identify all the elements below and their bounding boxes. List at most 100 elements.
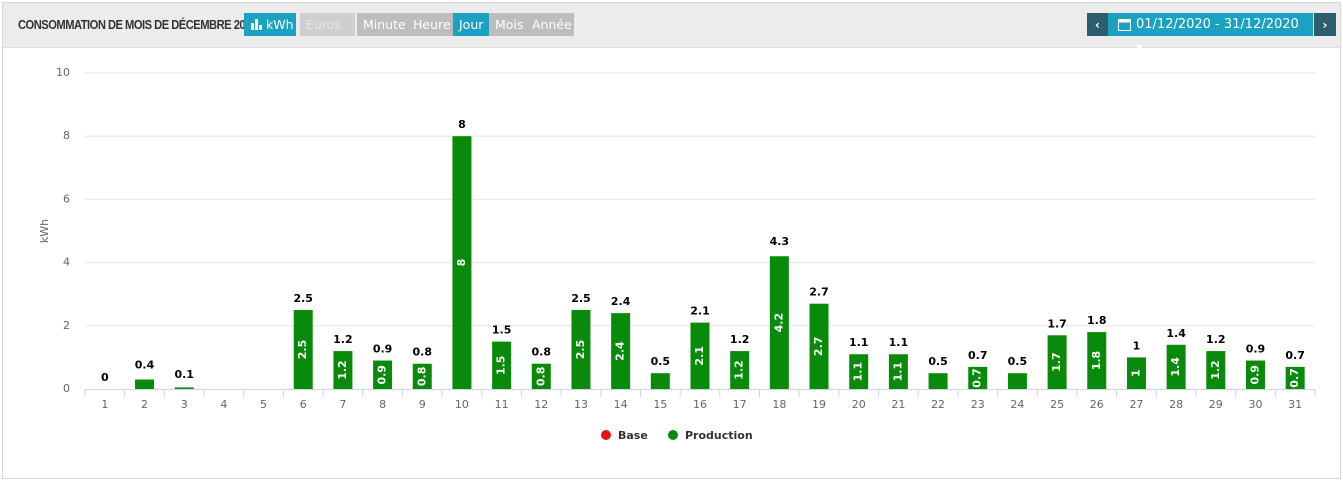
legend-label: Production: [685, 429, 753, 442]
bar-inner-label: 1.2: [733, 360, 746, 380]
x-tick-label: 31: [1288, 398, 1302, 411]
x-tick-label: 27: [1129, 398, 1143, 411]
label: Euros: [306, 17, 341, 32]
annee-button[interactable]: Année: [526, 13, 574, 36]
chart-icon: [251, 19, 262, 30]
total-label: 1.7: [1047, 317, 1067, 330]
date-range-button[interactable]: 01/12/2020 - 31/12/2020 ▼: [1108, 13, 1313, 54]
bar-inner-label: 1.2: [1209, 360, 1222, 380]
total-label: 1.4: [1166, 327, 1186, 340]
total-label: 0.7: [1285, 349, 1305, 362]
prev-button[interactable]: ‹: [1087, 13, 1108, 36]
total-label: 1: [1133, 339, 1141, 352]
x-tick-label: 2: [141, 398, 148, 411]
total-label: 2.4: [611, 295, 631, 308]
x-tick-label: 5: [260, 398, 267, 411]
bar-inner-label: 2.4: [614, 341, 627, 361]
y-tick-label: 0: [63, 382, 70, 395]
x-tick-label: 3: [181, 398, 188, 411]
next-button[interactable]: ›: [1314, 13, 1336, 36]
x-tick-label: 26: [1090, 398, 1104, 411]
total-label: 2.7: [809, 286, 829, 299]
bar-inner-label: 2.1: [693, 346, 706, 366]
label: Année: [532, 17, 572, 32]
bar: [809, 303, 829, 389]
jour-button[interactable]: Jour: [453, 13, 489, 36]
bar: [849, 354, 869, 389]
total-label: 2.5: [571, 292, 591, 305]
bar: [1047, 335, 1067, 389]
x-tick-label: 20: [852, 398, 866, 411]
total-label: 0: [101, 371, 109, 384]
total-label: 1.8: [1087, 314, 1107, 327]
y-tick-label: 6: [63, 192, 70, 205]
mois-button[interactable]: Mois: [489, 13, 526, 36]
x-tick-label: 4: [220, 398, 227, 411]
header: CONSOMMATION DE MOIS DE DÉCEMBRE 2020 kW…: [3, 3, 1340, 54]
kwh-button[interactable]: kWh: [244, 13, 296, 36]
bar: [1166, 344, 1186, 389]
x-tick-label: 11: [495, 398, 509, 411]
x-tick-label: 13: [574, 398, 588, 411]
bar-inner-label: 4.2: [772, 313, 785, 333]
total-label: 1.2: [1206, 333, 1226, 346]
bar: [531, 363, 551, 389]
total-label: 0.5: [1008, 355, 1028, 368]
bar: [690, 322, 710, 389]
total-label: 0.8: [413, 346, 433, 359]
bar-inner-label: 0.7: [1288, 368, 1301, 388]
x-tick-label: 6: [300, 398, 307, 411]
label: Mois: [495, 17, 524, 32]
legend-label: Base: [618, 429, 648, 442]
legend-marker: [601, 430, 611, 440]
bar: [1245, 360, 1265, 389]
bar: [412, 363, 432, 389]
bar-inner-label: 1: [1129, 369, 1142, 377]
bar-inner-label: 1.2: [336, 360, 349, 380]
total-label: 0.5: [651, 355, 671, 368]
minute-button[interactable]: Minute: [357, 13, 407, 36]
heure-button[interactable]: Heure: [407, 13, 453, 36]
total-label: 0.7: [968, 349, 988, 362]
bar: [135, 379, 155, 389]
x-tick-label: 1: [101, 398, 108, 411]
bar-inner-label: 0.9: [1248, 365, 1261, 385]
x-tick-label: 16: [693, 398, 707, 411]
bar: [888, 354, 908, 389]
bar: [730, 351, 750, 389]
total-label: 2.5: [293, 292, 313, 305]
total-label: 0.4: [135, 358, 155, 371]
x-tick-label: 10: [455, 398, 469, 411]
calendar-icon: [1118, 19, 1131, 31]
bar: [492, 341, 512, 389]
total-label: 1.2: [730, 333, 750, 346]
title: CONSOMMATION DE MOIS DE DÉCEMBRE 2020: [18, 17, 257, 32]
x-tick-label: 28: [1169, 398, 1183, 411]
label: Jour: [459, 17, 484, 32]
bar: [373, 360, 393, 389]
x-tick-label: 18: [772, 398, 786, 411]
x-tick-label: 12: [534, 398, 548, 411]
euros-button[interactable]: Euros: [300, 13, 355, 36]
total-label: 2.1: [690, 305, 710, 318]
x-tick-label: 25: [1050, 398, 1064, 411]
y-axis-label: kWh: [38, 219, 51, 243]
bar: [968, 366, 988, 389]
bar-inner-label: 0.7: [971, 368, 984, 388]
x-tick-label: 15: [653, 398, 667, 411]
x-tick-label: 22: [931, 398, 945, 411]
total-label: 1.2: [333, 333, 353, 346]
total-label: 1.5: [492, 324, 512, 337]
x-tick-label: 29: [1209, 398, 1223, 411]
bar: [571, 310, 591, 389]
label: 01/12/2020 - 31/12/2020: [1136, 17, 1299, 32]
y-tick-label: 2: [63, 319, 70, 332]
total-label: 0.9: [1246, 343, 1266, 356]
total-label: 0.1: [174, 368, 194, 381]
bar-inner-label: 0.8: [534, 367, 547, 387]
label: Minute: [363, 17, 406, 32]
bar: [928, 373, 948, 389]
x-tick-label: 8: [379, 398, 386, 411]
